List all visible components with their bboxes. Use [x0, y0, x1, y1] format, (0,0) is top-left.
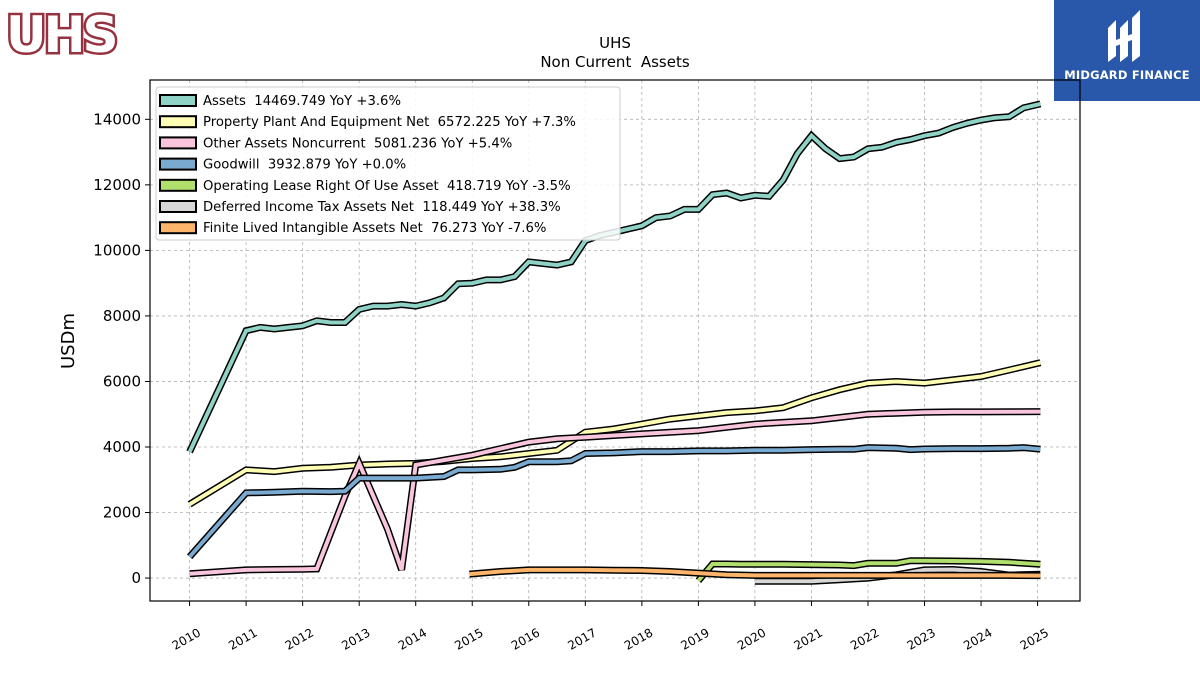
- series-line: [696, 558, 1041, 582]
- legend-item: Goodwill 3932.879 YoY +0.0%: [159, 157, 406, 173]
- x-tick-label: 2016: [509, 625, 542, 652]
- legend-item: Operating Lease Right Of Use Asset 418.7…: [159, 178, 571, 194]
- x-tick-label: 2020: [735, 625, 768, 652]
- x-tick-label: 2017: [565, 625, 598, 652]
- y-tick-label: 12000: [93, 176, 141, 194]
- series-line: [188, 360, 1041, 507]
- legend-label: Deferred Income Tax Assets Net 118.449 Y…: [203, 200, 561, 215]
- x-tick-label: 2021: [792, 625, 825, 652]
- company-logo-text: UHS: [6, 6, 115, 60]
- y-tick-label: 0: [131, 569, 141, 587]
- legend-item: Finite Lived Intangible Assets Net 76.27…: [159, 221, 546, 236]
- x-tick-label: 2010: [170, 625, 203, 652]
- legend-label: Property Plant And Equipment Net 6572.22…: [203, 115, 576, 130]
- legend-label: Other Assets Noncurrent 5081.236 YoY +5.…: [203, 136, 512, 151]
- x-tick-label: 2012: [283, 625, 316, 652]
- company-logo: UHS UHS: [4, 6, 121, 60]
- y-tick-label: 2000: [103, 504, 141, 522]
- brand-name: MIDGARD FINANCE: [1064, 68, 1190, 82]
- series-group: [695, 557, 1041, 583]
- legend-swatch: [159, 94, 197, 107]
- legend-swatch: [159, 178, 197, 192]
- x-tick-label: 2022: [848, 625, 881, 652]
- brand-mark-icon: [1108, 10, 1140, 62]
- legend-label: Finite Lived Intangible Assets Net 76.27…: [203, 221, 546, 236]
- series-lines: [186, 100, 1042, 585]
- y-tick-label: 6000: [103, 372, 141, 390]
- y-tick-label: 10000: [93, 241, 141, 259]
- legend-label: Operating Lease Right Of Use Asset 418.7…: [203, 179, 571, 194]
- x-tick-label: 2023: [905, 625, 938, 652]
- plot-frame: [149, 79, 1081, 602]
- series-line: [187, 101, 1041, 453]
- y-tick-label: 14000: [93, 110, 141, 128]
- y-axis-label: USDm: [58, 313, 79, 369]
- legend-item: Property Plant And Equipment Net 6572.22…: [159, 115, 576, 130]
- legend-swatch: [159, 136, 197, 150]
- series-line: [469, 567, 1041, 578]
- x-tick-label: 2018: [622, 625, 655, 652]
- x-tick-label: 2025: [1018, 625, 1051, 652]
- chart-title: UHS: [599, 34, 631, 52]
- legend-swatch: [159, 200, 197, 213]
- y-tick-label: 8000: [103, 307, 141, 325]
- x-tick-label: 2011: [226, 625, 259, 652]
- series-group: [186, 100, 1042, 454]
- legend: Assets 14469.749 YoY +3.6% Property Plant…: [155, 86, 621, 241]
- x-tick-label: 2013: [339, 625, 372, 652]
- legend-swatch: [159, 221, 197, 235]
- series-line: [188, 445, 1041, 559]
- legend-box: [155, 86, 621, 241]
- chart-subtitle: Non Current Assets: [540, 53, 690, 71]
- x-tick-label: 2014: [396, 625, 429, 652]
- series-group: [186, 444, 1041, 560]
- series-group: [469, 566, 1041, 580]
- legend-swatch: [159, 157, 197, 171]
- x-tick-label: 2024: [961, 625, 994, 652]
- legend-label: Assets 14469.749 YoY +3.6%: [203, 94, 401, 109]
- legend-swatch: [159, 115, 197, 129]
- legend-label: Goodwill 3932.879 YoY +0.0%: [203, 158, 406, 173]
- legend-item: Deferred Income Tax Assets Net 118.449 Y…: [159, 200, 561, 215]
- company-logo-fill: UHS: [6, 6, 115, 60]
- x-tick-label: 2015: [452, 625, 485, 652]
- series-group: [187, 359, 1042, 508]
- brand-logo: MIDGARD FINANCE: [1054, 0, 1200, 101]
- x-tick-label: 2019: [678, 625, 711, 652]
- series-outline: [186, 444, 1041, 560]
- legend-item: Assets 14469.749 YoY +3.6%: [159, 94, 401, 109]
- legend-item: Other Assets Noncurrent 5081.236 YoY +5.…: [159, 136, 512, 151]
- y-tick-label: 4000: [103, 438, 141, 456]
